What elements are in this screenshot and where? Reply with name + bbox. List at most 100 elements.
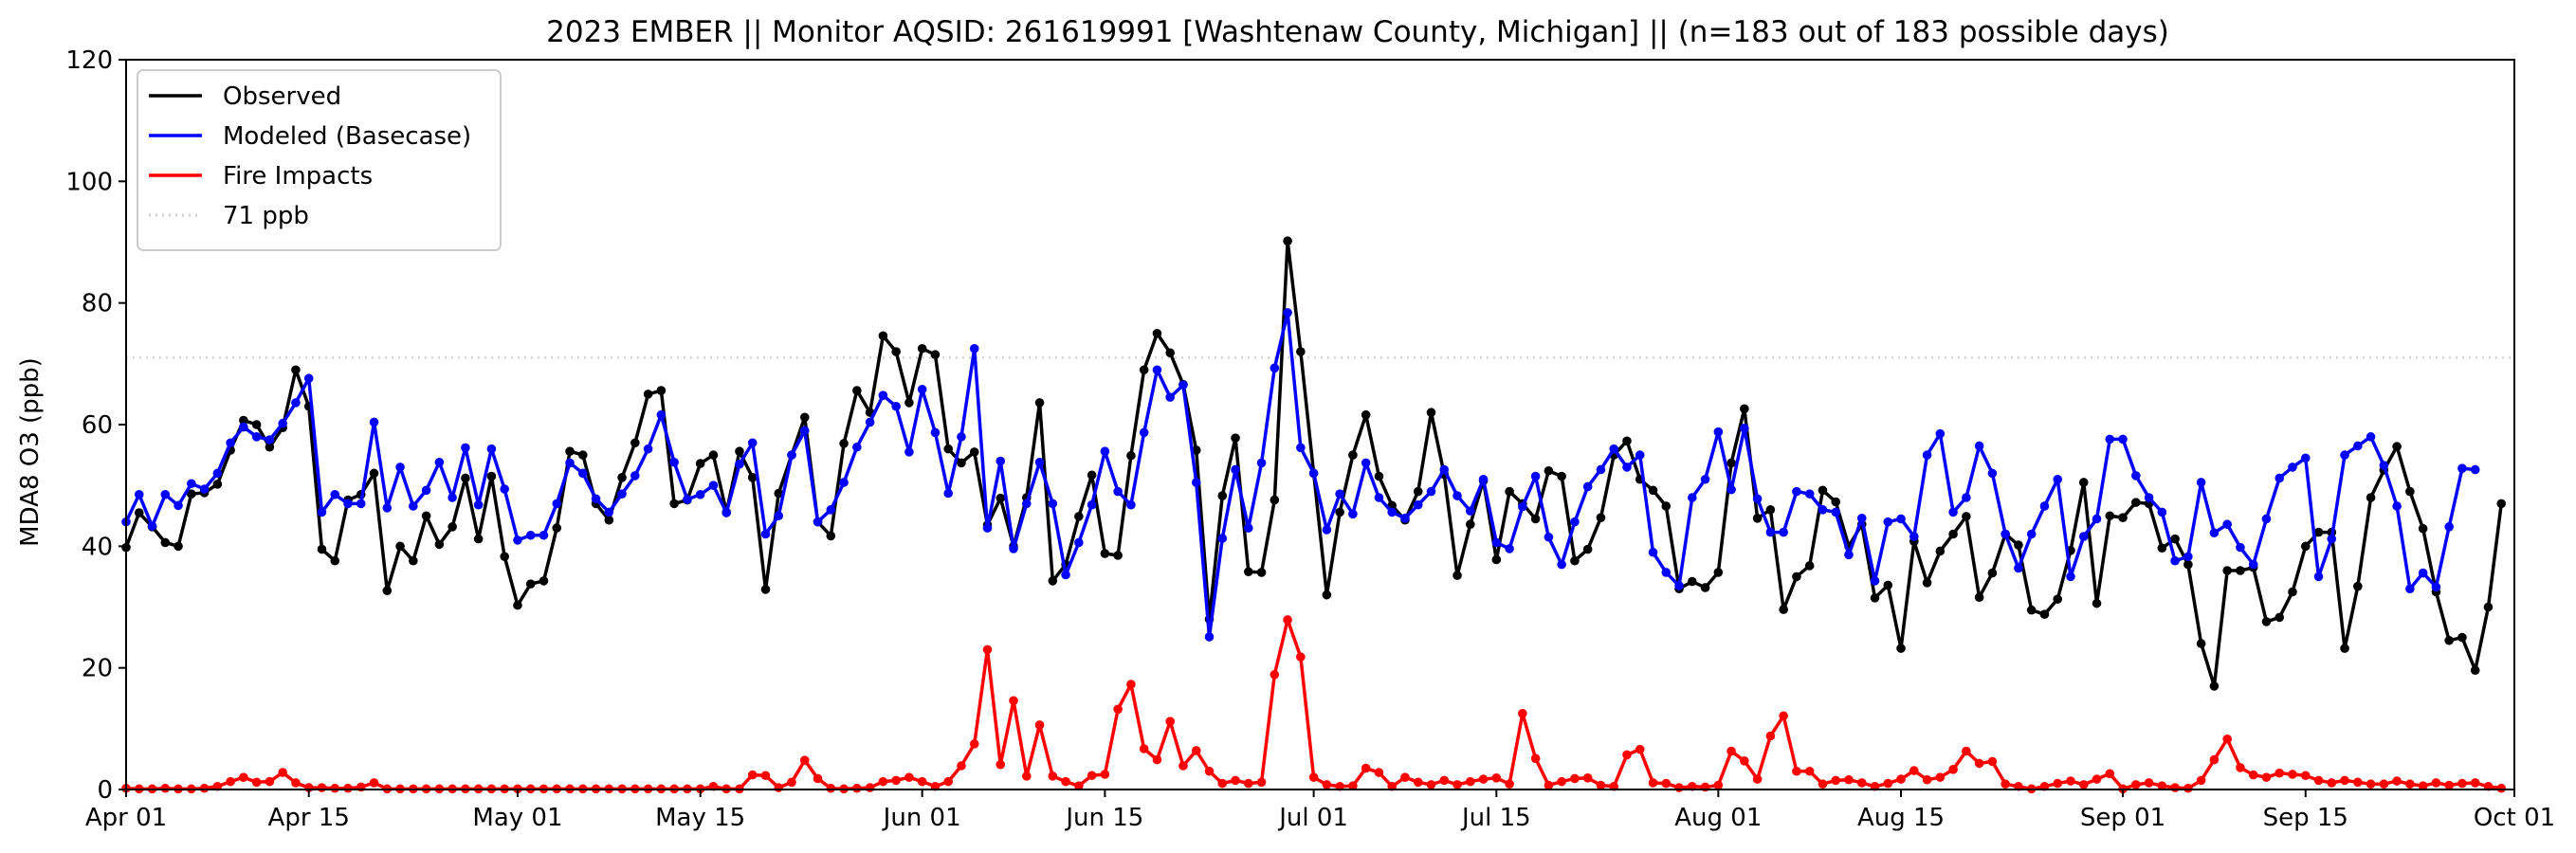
data-point — [1491, 537, 1502, 548]
data-point — [1100, 446, 1110, 457]
data-point — [1661, 778, 1672, 789]
data-point — [878, 331, 888, 341]
data-point — [1465, 776, 1475, 787]
data-point — [1518, 501, 1527, 512]
data-point — [1139, 365, 1149, 375]
data-point — [1792, 486, 1801, 497]
data-point — [1582, 544, 1593, 554]
data-point — [1126, 450, 1136, 461]
data-point — [2261, 617, 2272, 626]
data-point — [1582, 773, 1593, 783]
data-point — [1544, 532, 1554, 542]
data-point — [1165, 392, 1176, 402]
data-point — [2470, 464, 2480, 475]
data-point — [1256, 568, 1267, 577]
data-point — [1804, 489, 1815, 499]
data-point — [421, 511, 431, 521]
data-point — [2444, 780, 2454, 790]
data-point — [2236, 542, 2245, 553]
data-point — [747, 770, 758, 780]
data-point — [1491, 773, 1502, 783]
data-point — [2026, 529, 2037, 539]
data-point — [1740, 756, 1749, 766]
data-point — [1622, 436, 1632, 446]
data-point — [1296, 652, 1306, 662]
data-point — [1217, 534, 1228, 543]
data-point — [1178, 380, 1188, 390]
data-point — [1935, 428, 1946, 439]
data-point — [1113, 704, 1123, 715]
data-point — [2092, 598, 2102, 608]
data-point — [813, 773, 823, 784]
data-point — [1191, 478, 1201, 487]
data-point — [982, 644, 993, 655]
data-point — [317, 783, 327, 792]
x-tick-label: Jun 15 — [1064, 804, 1143, 832]
data-point — [2261, 772, 2272, 782]
data-point — [1962, 512, 1971, 521]
data-point — [1726, 484, 1736, 495]
data-point — [1322, 590, 1332, 600]
data-point — [1570, 555, 1580, 566]
data-point — [2340, 450, 2349, 460]
data-point — [852, 386, 862, 395]
data-point — [1752, 494, 1763, 504]
data-point — [330, 555, 340, 566]
data-point — [943, 776, 953, 787]
data-point — [695, 489, 705, 499]
data-point — [369, 468, 379, 479]
data-point — [382, 586, 393, 595]
data-point — [1648, 547, 1658, 557]
data-point — [1530, 514, 1541, 524]
data-point — [226, 438, 235, 448]
data-point — [1191, 445, 1201, 455]
data-point — [826, 783, 836, 793]
data-point — [1505, 486, 1514, 497]
data-point — [1987, 468, 1998, 479]
data-point — [2444, 522, 2454, 532]
data-point — [1713, 568, 1724, 577]
data-point — [1308, 468, 1319, 479]
data-point — [251, 420, 262, 429]
data-point — [2313, 527, 2324, 537]
data-point — [278, 768, 287, 777]
data-point — [565, 458, 575, 468]
data-point — [2392, 776, 2402, 786]
data-point — [722, 508, 731, 517]
data-point — [2470, 778, 2480, 788]
data-point — [2496, 499, 2507, 509]
data-point — [1544, 780, 1554, 790]
data-point — [1974, 758, 1984, 769]
data-point — [473, 499, 484, 510]
data-point — [1792, 766, 1801, 776]
data-point — [878, 776, 888, 787]
x-tick-label: May 15 — [655, 804, 745, 832]
data-point — [2340, 775, 2349, 786]
data-point — [1856, 778, 1867, 788]
legend-label: Modeled (Basecase) — [223, 122, 471, 151]
data-point — [486, 471, 497, 481]
data-point — [2327, 534, 2337, 544]
data-point — [2288, 587, 2297, 597]
data-point — [760, 585, 771, 594]
data-point — [2170, 555, 2180, 566]
data-point — [2118, 434, 2128, 445]
data-point — [2053, 474, 2063, 484]
data-point — [813, 517, 823, 527]
data-point — [2248, 770, 2258, 780]
data-point — [839, 478, 849, 487]
data-point — [1570, 773, 1580, 784]
data-point — [2066, 572, 2075, 582]
data-point — [2039, 501, 2050, 511]
data-point — [1688, 493, 1697, 502]
data-point — [2236, 566, 2245, 575]
x-tick-label: Jul 15 — [1460, 804, 1531, 832]
data-point — [2327, 778, 2337, 788]
data-point — [891, 775, 901, 786]
data-point — [552, 523, 562, 533]
data-point — [500, 552, 509, 562]
data-point — [2222, 734, 2232, 744]
data-point — [1087, 499, 1097, 510]
data-point — [1674, 581, 1684, 590]
data-point — [2196, 639, 2206, 648]
